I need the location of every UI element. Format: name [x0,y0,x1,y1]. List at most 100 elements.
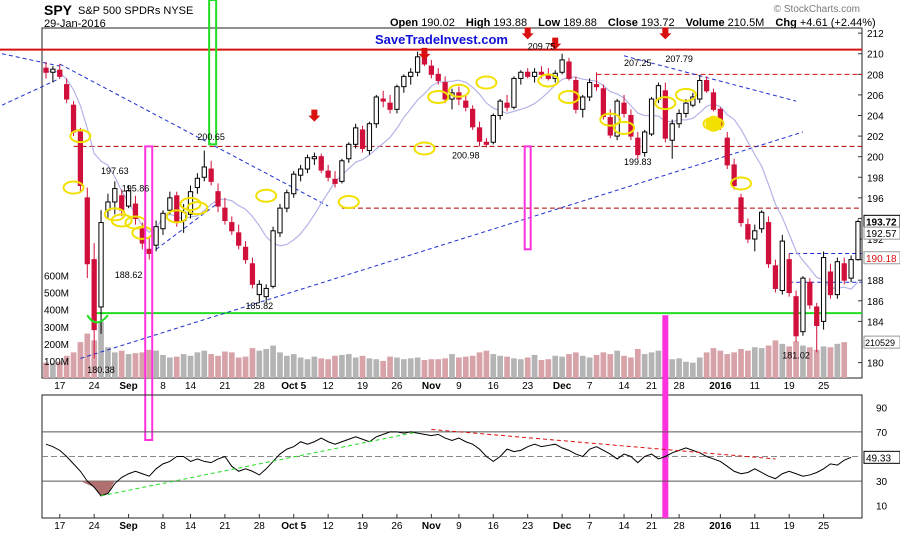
trend-line [623,55,797,102]
volume-bar [43,362,49,378]
y-tick-label: 188 [867,276,884,287]
candle-body [786,259,792,294]
volume-bar [690,362,696,378]
x-tick-label: 19 [784,381,796,392]
x-tick-label: 17 [54,521,66,532]
volume-bar [91,340,98,378]
x-tick-label: 14 [618,521,630,532]
volume-label: Volume [685,17,725,29]
candle-body [538,71,545,75]
volume-axis-label: 500M [44,289,69,300]
y-tick-label: 30 [876,477,888,488]
candle-body [635,137,641,156]
chg-label: Chg [775,17,797,29]
trend-line [155,202,219,250]
candle-body [242,246,249,261]
candle-body [814,306,820,326]
trend-line [59,63,329,207]
volume-bar [380,360,387,378]
candle-body [483,141,490,145]
down-arrow [659,27,672,40]
volume-bar [593,354,600,378]
x-tick-label: 12 [323,381,335,392]
candle-body [174,195,180,224]
candle-body [132,203,139,219]
open-label: Open [390,17,419,29]
candle-body [311,156,318,160]
highlight-ellipse [62,180,85,195]
x-tick-label: Sep [119,381,137,392]
candle-body [270,230,276,287]
price-annotation: 200.65 [197,132,225,142]
x-tick-label: 14 [185,381,197,392]
candle-body [504,102,510,108]
x-tick-label: 21 [646,521,658,532]
down-arrow [521,27,534,40]
x-tick-label: 9 [456,381,462,392]
volume-bar [339,354,345,378]
volume-bar [834,343,841,378]
candle-body [408,71,414,77]
candle-body [765,222,772,265]
x-tick-label: 8 [160,381,166,392]
price-annotation: 207.79 [665,54,693,64]
candle-body [435,73,441,82]
volume-bar [772,340,779,378]
volume-bar [208,354,214,378]
volume-bar [538,360,545,378]
price-annotation: 180.38 [87,365,115,375]
x-tick-label: 17 [54,381,66,392]
x-tick-label: Nov [422,381,441,392]
y-tick-label: 212 [867,29,884,40]
volume-bar [63,355,70,378]
price-annotation: 185.82 [246,301,274,311]
highlight-ellipse [110,213,133,228]
volume-bar [552,355,559,378]
volume-bar [325,359,331,378]
x-tick-label: Dec [553,381,572,392]
x-tick-label: Oct 5 [281,521,306,532]
volume-bar [167,357,173,378]
volume-bar [745,350,751,378]
candle-body [387,102,393,110]
last-value-label: 49.33 [866,453,891,464]
x-tick-label: Nov [422,521,441,532]
instrument-name: S&P 500 SPDRs NYSE [78,5,194,17]
x-tick-label: Oct 5 [281,381,306,392]
candle-body [820,257,827,322]
x-tick-label: 19 [357,381,369,392]
highlight-ellipse [413,141,436,156]
volume-bar [545,359,552,378]
candle-body [346,143,352,160]
magenta-box [523,145,532,251]
candle-body [855,221,861,261]
candle-body [525,71,531,77]
y-tick-label: 204 [867,112,884,123]
volume-bar [696,357,703,378]
volume-bar [655,350,662,378]
highlight-ellipse [475,75,498,90]
y-tick-label: 206 [867,91,884,102]
candle-body [119,195,125,211]
candle-body [304,157,311,170]
candle-body [297,168,304,176]
candle-body [800,277,806,333]
x-tick-label: 21 [219,521,231,532]
candle-body [745,224,751,240]
x-tick-label: 21 [219,381,231,392]
highlight-ellipse [179,197,202,212]
volume-bar [669,359,676,378]
y-tick-label: 184 [867,317,884,328]
y-tick-label: 196 [867,194,884,205]
volume-bar [813,349,820,378]
volume-value: 210.5M [727,17,765,29]
volume-bar [724,354,731,378]
candle-body [807,281,813,306]
candle-body [366,123,373,151]
x-tick-label: 8 [160,521,166,532]
candle-body [490,115,496,143]
highlight-ellipse [537,73,560,88]
volume-bar [717,350,724,378]
volume-bar [173,356,180,378]
volume-bar [634,348,641,378]
